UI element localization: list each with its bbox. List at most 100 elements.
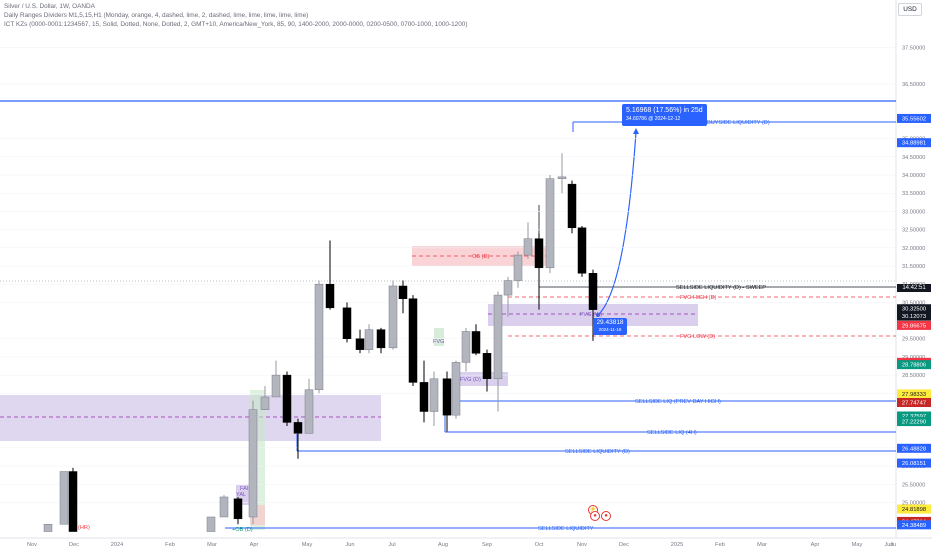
price-tag-bg bbox=[897, 304, 931, 314]
candle-body bbox=[534, 238, 544, 269]
candle-body bbox=[451, 362, 461, 416]
annotation-fvg-high[interactable]: FVG HIGH (D) bbox=[680, 295, 716, 301]
candle-body bbox=[59, 471, 69, 525]
candle-body bbox=[513, 254, 523, 281]
annotation-fvg-low[interactable]: FVG LOW (D) bbox=[680, 334, 715, 340]
time-axis-label: Ju bbox=[890, 542, 896, 548]
annotation-fvg-left[interactable]: FAI bbox=[240, 486, 249, 492]
annotation-small1[interactable]: (HR) bbox=[78, 525, 90, 531]
time-axis-label: Nov bbox=[577, 542, 587, 548]
candle-body bbox=[567, 183, 577, 229]
annotation-sellside-sweep[interactable]: SELLSIDE LIQUIDITY (D) - SWEEP bbox=[676, 285, 766, 291]
annotation-small3[interactable]: YAL bbox=[236, 492, 246, 498]
annotation-ob[interactable]: OB (D) bbox=[472, 254, 490, 260]
measure-target: 34.60786 @ 2024-12-12 bbox=[626, 116, 681, 122]
candle-body bbox=[429, 378, 439, 412]
candle-body bbox=[43, 524, 53, 532]
candle-body bbox=[523, 238, 533, 256]
time-axis-label: Feb bbox=[165, 542, 175, 548]
measure-label[interactable]: 5.16968 (17.56%) in 25d 34.60786 @ 2024-… bbox=[622, 104, 707, 126]
candle-body bbox=[293, 422, 303, 434]
price-axis-label: 31.50000 bbox=[902, 264, 925, 270]
time-axis-label: Jun bbox=[345, 542, 354, 548]
candle-body bbox=[461, 331, 471, 363]
price-tag-label: 29.86675 bbox=[902, 323, 926, 329]
price-tag-bg bbox=[897, 504, 931, 514]
price-tag-bg bbox=[897, 389, 931, 399]
time-axis-label: Nov bbox=[27, 542, 37, 548]
price-tag-bg bbox=[897, 311, 931, 321]
annotation-buyside[interactable]: BUYSIDE LIQUIDITY (D) bbox=[707, 120, 770, 126]
candle-body bbox=[388, 285, 398, 349]
annotation-sellside-prev[interactable]: SELLSIDE LIQ (PREV DAY HIGH) bbox=[635, 399, 721, 405]
price-tag-bg bbox=[897, 411, 931, 421]
flag-icon[interactable]: ● bbox=[601, 511, 611, 521]
low-price: 29.43818 bbox=[596, 319, 624, 326]
price-axis-label: 33.50000 bbox=[902, 191, 925, 197]
bar-countdown: 14:42:51 bbox=[897, 284, 931, 292]
price-tag-label: 30.32500 bbox=[902, 307, 926, 313]
time-axis-label: 2025 bbox=[671, 542, 683, 548]
price-tag-label: 35.55602 bbox=[902, 116, 926, 122]
price-tag-bg bbox=[897, 397, 931, 407]
price-tag-bg bbox=[897, 443, 931, 453]
price-axis-label: 33.00000 bbox=[902, 209, 925, 215]
price-tag-label: 34.88981 bbox=[902, 141, 926, 147]
flag-icon[interactable]: ● bbox=[590, 511, 600, 521]
projection-curve[interactable] bbox=[597, 131, 637, 316]
annotation-sellside-d[interactable]: SELLSIDE LIQUIDITY (D) bbox=[565, 449, 630, 455]
price-tag-label: 27.74747 bbox=[902, 400, 926, 406]
annotation-labels: BUYSIDE LIQUIDITY (D) SELLSIDE LIQUIDITY … bbox=[78, 120, 770, 533]
time-axis-label: Mar bbox=[207, 542, 217, 548]
symbol-title[interactable]: Silver / U.S. Dollar, 1W, OANDA bbox=[4, 3, 95, 10]
time-axis-label: Oct bbox=[535, 542, 544, 548]
candle-body bbox=[557, 176, 567, 179]
time-axis-label: Apr bbox=[811, 542, 820, 548]
candle-body bbox=[442, 378, 452, 416]
price-tag-label: 27.22290 bbox=[902, 420, 926, 426]
price-tag-label: 30.12073 bbox=[902, 314, 926, 320]
price-axis-label: 25.50000 bbox=[902, 482, 925, 488]
price-tag-bg bbox=[897, 138, 931, 148]
annotation-ob-small[interactable]: +OB (D) bbox=[232, 527, 253, 533]
annotation-sellside-bottom[interactable]: SELLSIDE LIQUIDITY bbox=[538, 526, 594, 532]
price-tag-bg bbox=[897, 458, 931, 468]
time-axis[interactable]: Nov Dec 2024 Feb Mar Apr May Jun Jul Aug Sep Oct Nov… bbox=[27, 542, 896, 548]
fvg-zone-left bbox=[0, 395, 381, 441]
annotation-fvg-d[interactable]: FVG (D) bbox=[460, 377, 481, 383]
price-tag-label: 24.81898 bbox=[902, 507, 926, 513]
price-tag-label: 27.98333 bbox=[902, 392, 926, 398]
candle-body bbox=[419, 382, 429, 412]
candle-body bbox=[471, 331, 481, 354]
candle-body bbox=[304, 389, 314, 434]
price-axis-label: 32.50000 bbox=[902, 228, 925, 234]
time-axis-label: May bbox=[302, 542, 313, 548]
currency-button[interactable]: USD bbox=[898, 3, 922, 16]
time-axis-label: May bbox=[852, 542, 863, 548]
candle-body bbox=[493, 294, 503, 380]
indicator-ranges[interactable]: Daily Ranges Dividers M1,5,15,H1 (Monday… bbox=[4, 12, 309, 19]
time-axis-label: Dec bbox=[619, 542, 629, 548]
candle-body bbox=[398, 285, 408, 299]
annotation-fvg-w[interactable]: FVG (W) bbox=[580, 312, 602, 318]
price-axis-label: 30.50000 bbox=[902, 300, 925, 306]
candle-body bbox=[588, 273, 598, 310]
candle-body bbox=[233, 498, 243, 520]
candle-body bbox=[364, 329, 374, 350]
candle-body bbox=[503, 280, 513, 296]
price-axis-label: 34.00000 bbox=[902, 173, 925, 179]
price-tag-label: 27.37597 bbox=[902, 414, 926, 420]
price-tag-label: 28.78806 bbox=[902, 363, 926, 369]
price-tag-bg bbox=[897, 417, 931, 427]
indicator-kz[interactable]: ICT KZs (0000-0001:1234567, 15, Solid, D… bbox=[4, 21, 468, 28]
candle-body bbox=[260, 396, 270, 410]
candle-body bbox=[248, 409, 258, 518]
low-price-tag[interactable]: 29.43818 2024-11-18 bbox=[593, 318, 627, 335]
annotation-sellside-4h[interactable]: SELLSIDE LIQ (4H) bbox=[647, 430, 697, 436]
annotation-small2[interactable]: FVG bbox=[433, 339, 445, 345]
time-axis-label: 2024 bbox=[111, 542, 123, 548]
price-tag-label: 26.08151 bbox=[902, 461, 926, 467]
candle-body bbox=[271, 374, 281, 398]
